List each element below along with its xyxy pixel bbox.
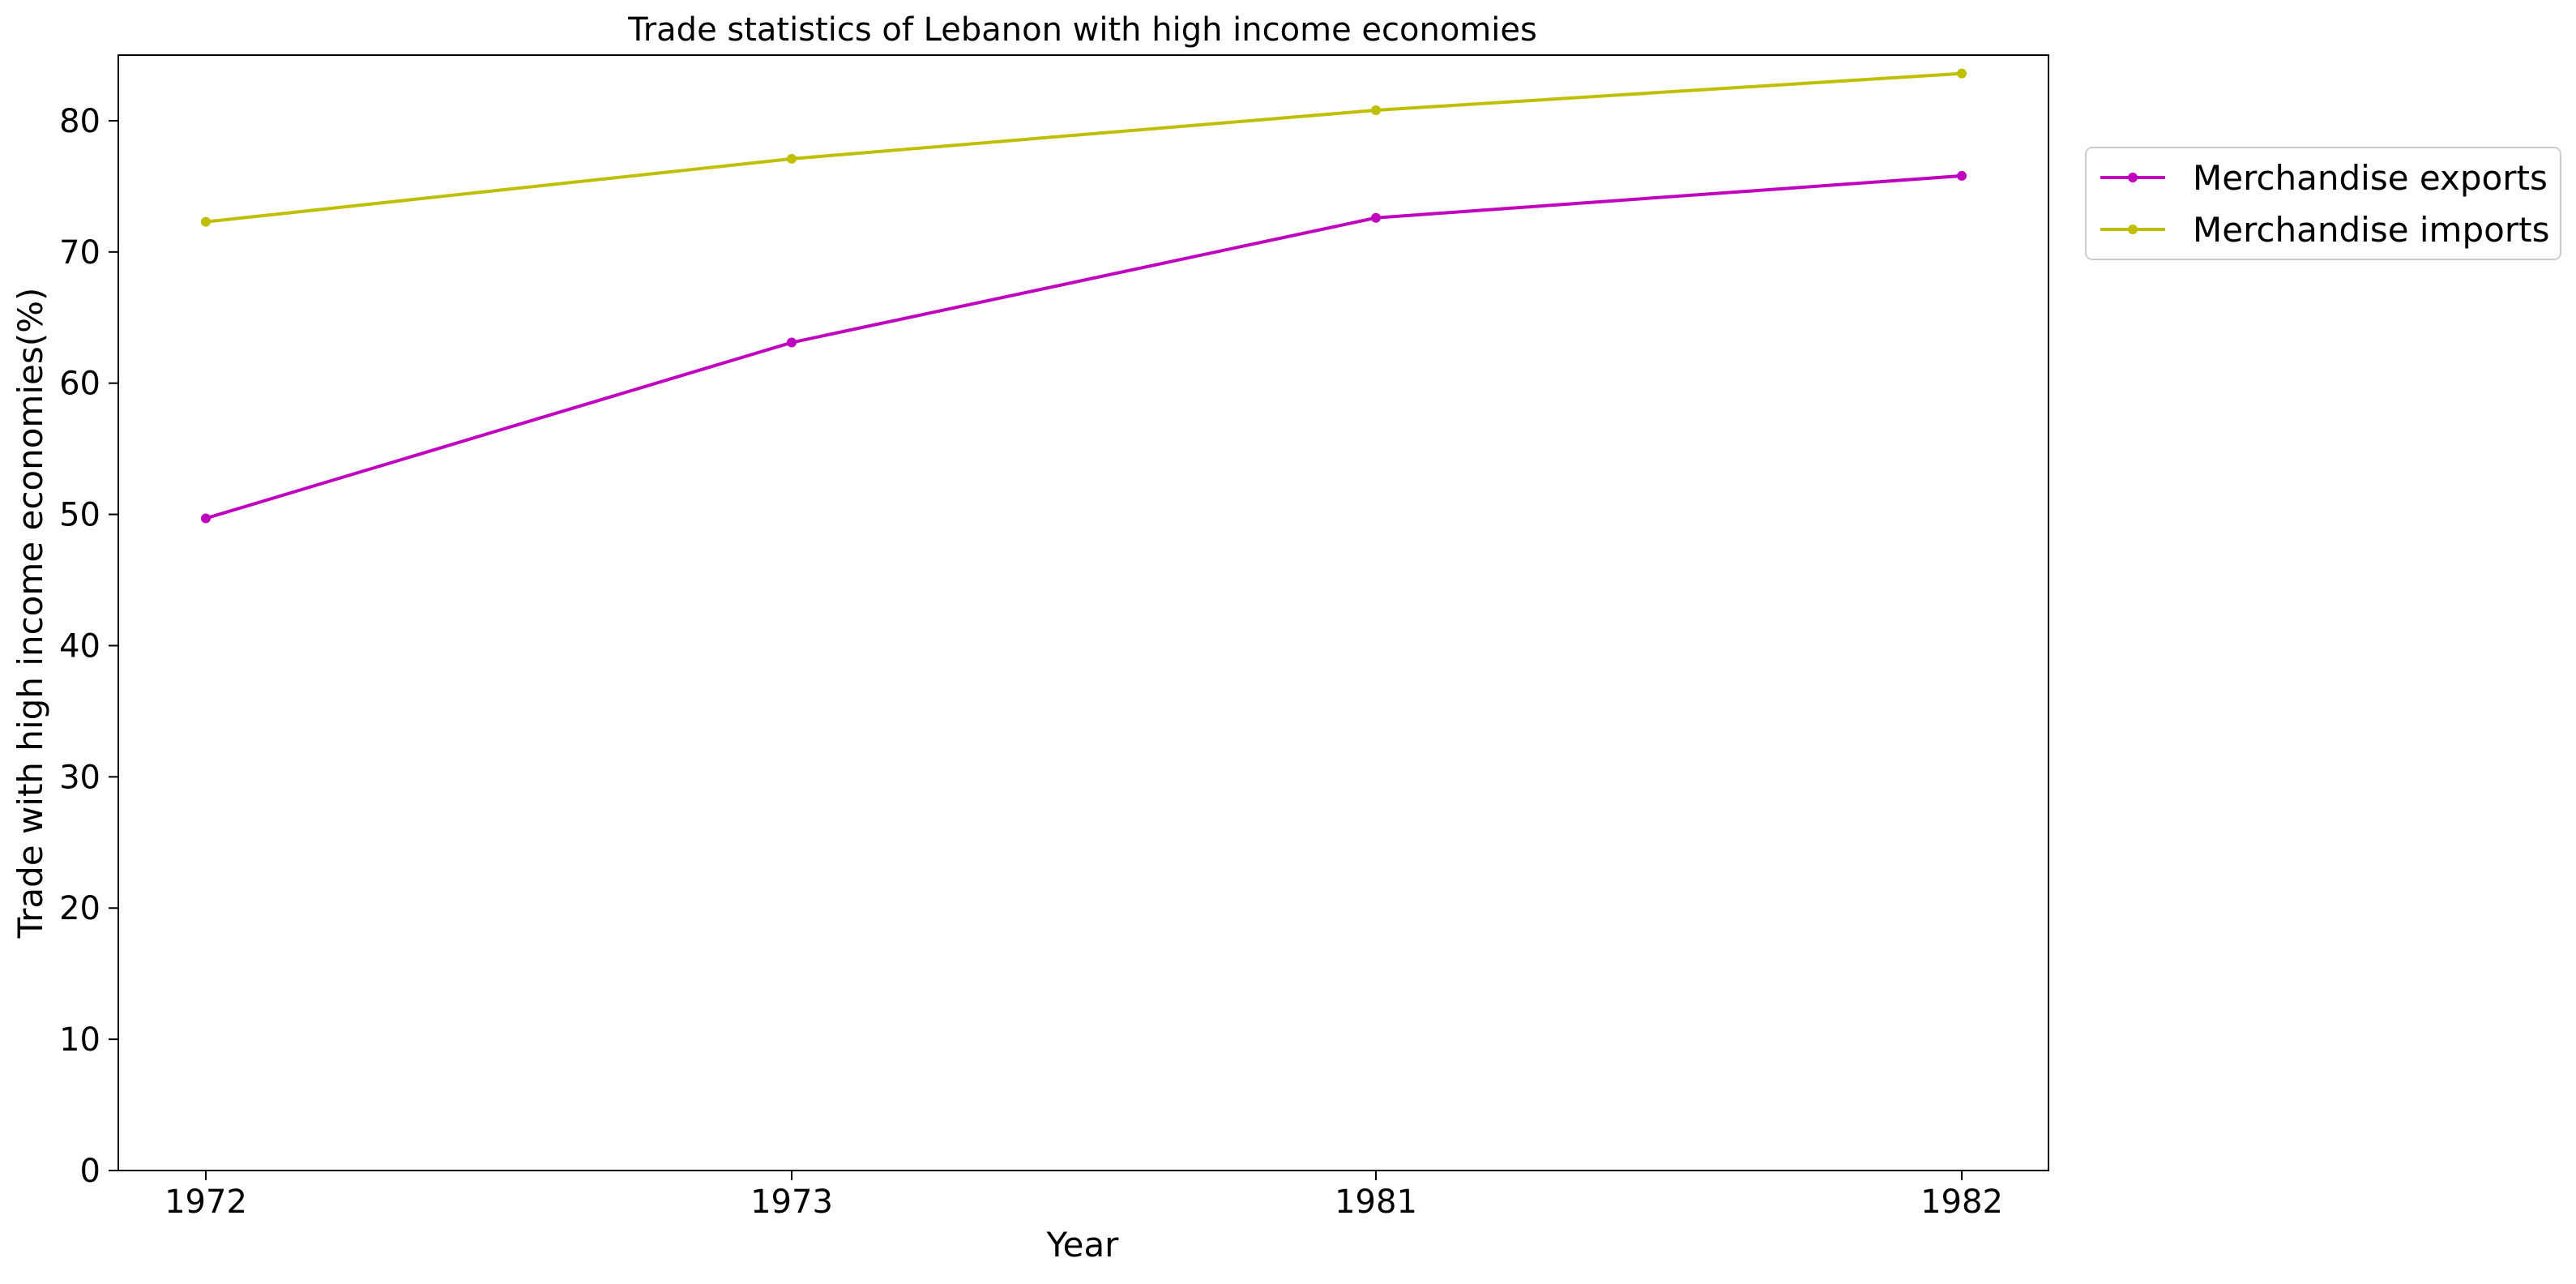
legend-marker-imports [2128, 225, 2138, 234]
legend: Merchandise exports Merchandise imports [2085, 147, 2561, 260]
data-point-exports [201, 513, 211, 524]
data-point-imports [1957, 68, 1967, 79]
legend-box [2085, 147, 2561, 260]
y-tick-label: 60 [59, 366, 100, 403]
legend-marker-exports [2128, 173, 2138, 182]
y-tick-label: 50 [59, 497, 100, 534]
y-tick-label: 20 [59, 890, 100, 927]
series-line-imports [205, 71, 1963, 224]
legend-label-imports: Merchandise imports [2193, 210, 2549, 250]
y-tick-label: 10 [59, 1021, 100, 1059]
x-tick-label: 1973 [750, 1183, 833, 1221]
data-point-exports [1957, 170, 1967, 181]
x-tick-label: 1981 [1335, 1183, 1417, 1221]
series-layer [201, 68, 1967, 524]
data-point-imports [201, 216, 211, 227]
data-point-exports [787, 337, 797, 348]
data-point-imports [787, 153, 797, 164]
x-axis-label: Year [1046, 1225, 1120, 1265]
y-axis-label: Trade with high income economies(%) [11, 288, 50, 939]
data-point-exports [1371, 212, 1381, 223]
y-tick-label: 80 [59, 103, 100, 140]
data-point-imports [1371, 105, 1381, 115]
x-axis: 1972 1973 1981 1982 [164, 1171, 2003, 1221]
legend-label-exports: Merchandise exports [2193, 158, 2548, 198]
chart-title: Trade statistics of Lebanon with high in… [627, 11, 1537, 49]
y-tick-label: 40 [59, 627, 100, 665]
y-tick-label: 30 [59, 759, 100, 796]
y-axis: 0 10 20 30 40 50 60 70 80 [59, 103, 118, 1190]
x-tick-label: 1982 [1920, 1183, 2003, 1221]
x-tick-label: 1972 [164, 1183, 247, 1221]
y-tick-label: 0 [80, 1153, 100, 1190]
plot-frame [117, 54, 2049, 1171]
series-line-exports [205, 173, 1963, 520]
y-tick-label: 70 [59, 234, 100, 272]
